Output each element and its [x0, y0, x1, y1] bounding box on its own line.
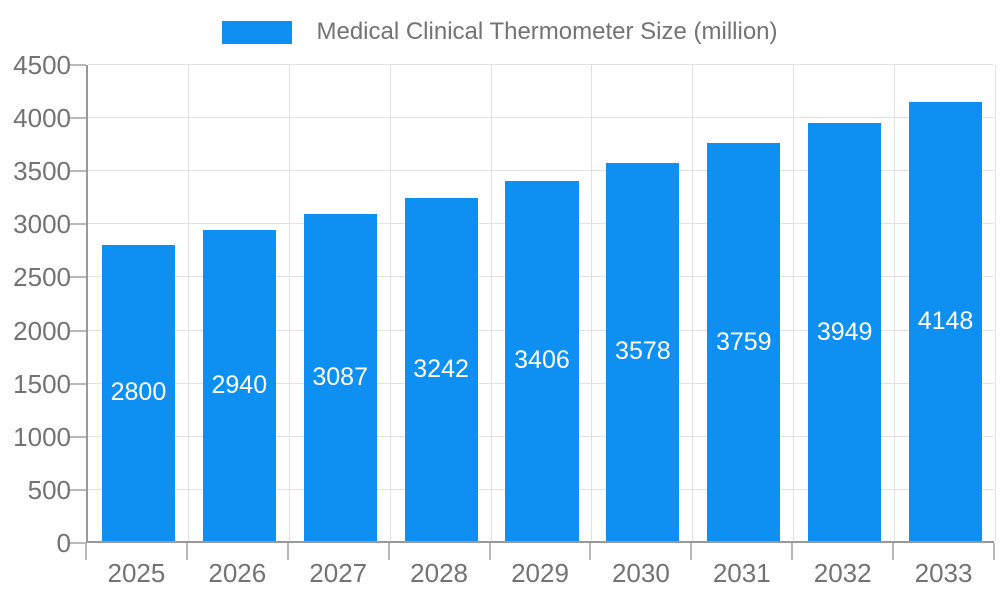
bar-value-label: 3949: [816, 317, 873, 346]
bar-2032: 3949: [808, 123, 882, 541]
x-axis-label: 2026: [208, 558, 267, 588]
bar-2028: 3242: [404, 198, 478, 541]
y-axis-tick: [70, 64, 86, 66]
y-axis-label: 1000: [13, 421, 71, 452]
x-axis-tick: [791, 543, 794, 560]
y-axis-label: 3000: [13, 209, 71, 240]
x-axis-tick: [185, 543, 188, 560]
bar-column: 2800: [88, 65, 189, 541]
y-axis-label: 3500: [13, 156, 71, 187]
bar-value-label: 3406: [514, 346, 570, 375]
bar-value-label: 2940: [211, 371, 268, 399]
v-gridline: [995, 65, 996, 541]
x-axis-label: 2027: [309, 558, 368, 588]
y-axis-tick: [70, 170, 86, 173]
bar-value-label: 2800: [110, 378, 167, 407]
bar-column: 3949: [794, 65, 895, 541]
x-axis-label: 2025: [107, 558, 166, 588]
y-axis-label: 2000: [13, 315, 71, 346]
x-axis-tick: [589, 543, 592, 560]
bar-value-label: 3242: [413, 355, 469, 384]
h-gridline: [88, 170, 994, 172]
x-axis-tick: [85, 543, 87, 560]
bar-2030: 3578: [606, 162, 680, 541]
bar-2025: 2800: [101, 244, 175, 541]
x-axis-label: 2030: [611, 558, 670, 588]
bar-value-label: 4148: [917, 307, 974, 336]
legend-swatch-icon: [222, 20, 293, 44]
y-axis-label: 1500: [13, 368, 71, 399]
v-gridline: [187, 65, 189, 541]
bar-2026: 2940: [202, 230, 276, 541]
v-gridline: [894, 65, 896, 541]
bar-value-label: 3759: [715, 327, 772, 356]
y-axis-tick: [70, 382, 86, 385]
y-axis-tick: [70, 276, 86, 279]
v-gridline: [288, 65, 290, 541]
x-axis-label: 2032: [813, 558, 872, 588]
y-axis-label: 0: [56, 528, 71, 558]
bar-2027: 3087: [303, 214, 377, 541]
y-axis-label: 2500: [13, 262, 71, 293]
plot-area: 2800 2940 3087 3242 3406 3578 3759 3949 4148: [86, 64, 996, 543]
bar-column: 3406: [492, 65, 593, 541]
v-gridline: [591, 65, 593, 541]
bar-2033: 4148: [908, 102, 983, 541]
x-axis-tick: [892, 543, 895, 560]
y-axis-label: 4500: [13, 50, 71, 80]
bar-column: 3578: [592, 65, 693, 541]
bar-value-label: 3578: [615, 337, 671, 366]
bar-2029: 3406: [505, 180, 579, 541]
y-axis-tick: [70, 488, 86, 491]
y-axis-tick: [70, 435, 86, 438]
y-axis-tick: [70, 542, 86, 544]
bar-column: 3242: [391, 65, 492, 541]
x-axis-label: 2033: [914, 558, 973, 588]
h-gridline: [88, 64, 994, 65]
x-axis-tick: [286, 543, 289, 560]
bar-column: 3087: [290, 65, 391, 541]
y-axis-tick: [70, 329, 86, 332]
h-gridline: [88, 117, 994, 119]
v-gridline: [389, 65, 391, 541]
bar-column: 3759: [693, 65, 794, 541]
x-axis-label: 2028: [410, 558, 469, 588]
x-axis-tick: [488, 543, 491, 560]
bar-column: 4148: [895, 65, 996, 541]
bar-2031: 3759: [707, 143, 781, 541]
bar-value-label: 3087: [312, 363, 368, 392]
y-axis-tick: [70, 117, 86, 120]
y-axis-label: 4000: [13, 103, 71, 134]
legend-label: Medical Clinical Thermometer Size (milli…: [316, 18, 778, 45]
v-gridline: [793, 65, 795, 541]
x-axis-tick: [387, 543, 390, 560]
y-axis-label: 500: [27, 474, 71, 505]
v-gridline: [692, 65, 694, 541]
chart-legend[interactable]: Medical Clinical Thermometer Size (milli…: [0, 18, 1000, 46]
x-axis-label: 2031: [712, 558, 771, 588]
y-axis-tick: [70, 223, 86, 226]
x-axis-label: 2029: [511, 558, 569, 588]
x-axis-tick: [993, 543, 995, 560]
bar-column: 2940: [189, 65, 290, 541]
v-gridline: [490, 65, 492, 541]
x-axis-tick: [690, 543, 693, 560]
